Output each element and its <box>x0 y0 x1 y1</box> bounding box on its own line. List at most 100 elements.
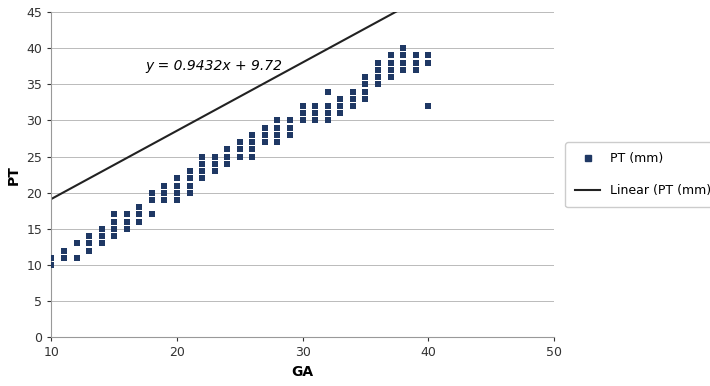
Point <box>83 240 94 247</box>
Point <box>334 103 346 109</box>
Point <box>83 233 94 239</box>
Point <box>109 218 120 225</box>
Point <box>297 110 308 116</box>
Point <box>171 190 182 196</box>
Point <box>410 59 421 66</box>
Point <box>297 117 308 124</box>
Point <box>222 154 233 160</box>
Point <box>285 132 296 138</box>
Point <box>96 233 107 239</box>
Point <box>197 168 208 174</box>
Point <box>133 212 145 218</box>
Point <box>197 161 208 167</box>
Point <box>184 190 195 196</box>
Point <box>109 212 120 218</box>
Point <box>71 240 82 247</box>
Point <box>246 132 258 138</box>
Point <box>334 96 346 102</box>
Point <box>322 103 334 109</box>
Point <box>297 103 308 109</box>
Point <box>360 74 371 80</box>
Point <box>58 255 70 261</box>
Point <box>385 59 396 66</box>
Point <box>334 110 346 116</box>
Point <box>322 110 334 116</box>
Point <box>96 226 107 232</box>
Point <box>272 125 283 131</box>
Point <box>422 52 434 58</box>
Point <box>246 146 258 152</box>
Point <box>146 190 158 196</box>
Point <box>45 262 57 268</box>
Point <box>259 139 271 145</box>
Point <box>385 74 396 80</box>
Point <box>234 146 246 152</box>
Point <box>322 117 334 124</box>
Point <box>322 88 334 95</box>
Point <box>184 168 195 174</box>
Point <box>372 74 383 80</box>
Point <box>209 168 220 174</box>
Point <box>171 175 182 181</box>
Point <box>310 117 321 124</box>
Point <box>159 197 170 203</box>
Point <box>146 197 158 203</box>
Point <box>58 247 70 254</box>
Point <box>234 139 246 145</box>
Point <box>310 103 321 109</box>
Point <box>96 240 107 247</box>
Text: y = 0.9432x + 9.72: y = 0.9432x + 9.72 <box>146 59 283 73</box>
Point <box>121 218 133 225</box>
Point <box>398 52 409 58</box>
Point <box>133 204 145 210</box>
Point <box>45 255 57 261</box>
Point <box>372 59 383 66</box>
Point <box>372 81 383 87</box>
Point <box>385 52 396 58</box>
Point <box>222 161 233 167</box>
Point <box>71 255 82 261</box>
Point <box>422 103 434 109</box>
Point <box>347 88 359 95</box>
Point <box>146 212 158 218</box>
Point <box>360 88 371 95</box>
Point <box>272 139 283 145</box>
Point <box>209 161 220 167</box>
X-axis label: GA: GA <box>292 365 314 379</box>
Point <box>347 103 359 109</box>
Point <box>109 233 120 239</box>
Point <box>121 212 133 218</box>
Point <box>310 110 321 116</box>
Point <box>385 67 396 73</box>
Point <box>121 226 133 232</box>
Point <box>272 117 283 124</box>
Point <box>285 125 296 131</box>
Point <box>360 81 371 87</box>
Point <box>372 67 383 73</box>
Point <box>360 96 371 102</box>
Point <box>272 132 283 138</box>
Point <box>246 139 258 145</box>
Point <box>184 183 195 189</box>
Point <box>347 96 359 102</box>
Point <box>259 132 271 138</box>
Point <box>422 59 434 66</box>
Point <box>410 52 421 58</box>
Point <box>398 67 409 73</box>
Point <box>184 175 195 181</box>
Point <box>133 218 145 225</box>
Point <box>197 154 208 160</box>
Point <box>197 175 208 181</box>
Point <box>159 190 170 196</box>
Point <box>410 67 421 73</box>
Point <box>398 59 409 66</box>
Point <box>209 154 220 160</box>
Point <box>234 154 246 160</box>
Point <box>83 247 94 254</box>
Point <box>109 226 120 232</box>
Point <box>398 45 409 51</box>
Point <box>171 197 182 203</box>
Point <box>159 183 170 189</box>
Point <box>171 183 182 189</box>
Y-axis label: PT: PT <box>7 165 21 185</box>
